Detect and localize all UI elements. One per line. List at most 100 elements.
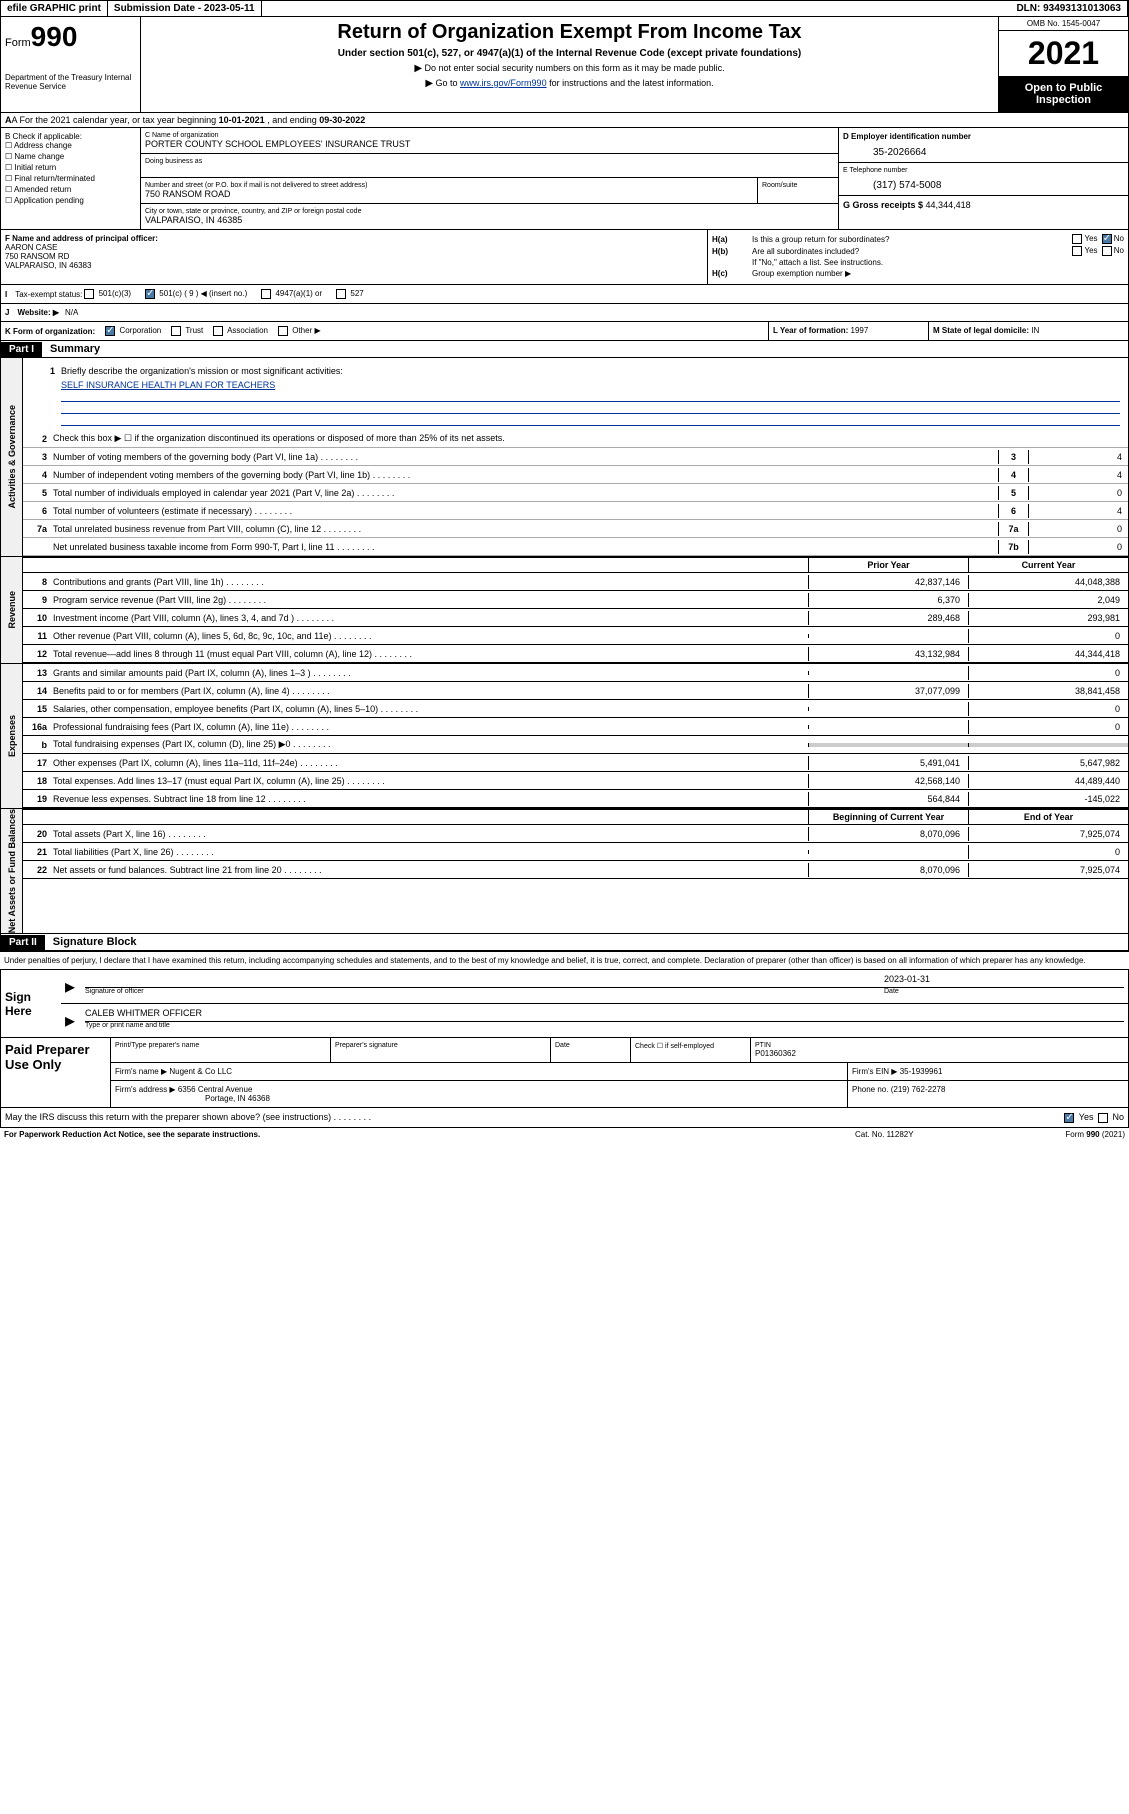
m-state-domicile: M State of legal domicile: IN [928, 322, 1128, 340]
data-line: 9Program service revenue (Part VIII, lin… [23, 591, 1128, 609]
k-corporation[interactable]: Corporation [103, 326, 161, 336]
street-address: Number and street (or P.O. box if mail i… [141, 178, 758, 204]
form-number: Form990 [5, 21, 136, 53]
irs-discuss-row: May the IRS discuss this return with the… [0, 1108, 1129, 1128]
chk-amended-return[interactable]: ☐ Amended return [5, 185, 136, 194]
h-b-answer: Yes No [1070, 246, 1124, 256]
data-line: 8Contributions and grants (Part VIII, li… [23, 573, 1128, 591]
self-employed-label: Check ☐ if self-employed [635, 1042, 746, 1050]
status-4947a1[interactable]: 4947(a)(1) or [259, 289, 322, 299]
firm-ein: 35-1939961 [900, 1067, 943, 1076]
form-id-column: Form990 Department of the Treasury Inter… [1, 17, 141, 112]
gov-line: Net unrelated business taxable income fr… [23, 538, 1128, 556]
k-association[interactable]: Association [211, 326, 268, 336]
k-left: K Form of organization: Corporation Trus… [1, 322, 768, 340]
city-row: City or town, state or province, country… [141, 204, 838, 229]
data-line: 12Total revenue—add lines 8 through 11 (… [23, 645, 1128, 663]
part-1-badge: Part I [1, 342, 42, 357]
firm-ein-label: Firm's EIN ▶ [852, 1067, 900, 1076]
col-b-header: B Check if applicable: [5, 132, 136, 141]
h-b-no-checkbox[interactable] [1102, 246, 1112, 256]
chk-address-change[interactable]: ☐ Address change [5, 141, 136, 150]
preparer-row-2: Firm's name ▶ Nugent & Co LLC Firm's EIN… [111, 1063, 1128, 1081]
vert-label-revenue: Revenue [1, 557, 23, 663]
officer-addr: 750 RANSOM RD [5, 252, 69, 261]
h-a-no-checkbox[interactable] [1102, 234, 1112, 244]
signature-date: 2023-01-31 [884, 974, 1124, 988]
paid-preparer-block: Paid Preparer Use Only Print/Type prepar… [0, 1038, 1129, 1108]
firm-name: Nugent & Co LLC [169, 1067, 232, 1076]
name-arrow-icon: ▸ [65, 1008, 85, 1033]
vert-label-expenses: Expenses [1, 664, 23, 808]
firm-addr: 6356 Central Avenue [178, 1085, 253, 1094]
chk-name-change[interactable]: ☐ Name change [5, 152, 136, 161]
org-name: PORTER COUNTY SCHOOL EMPLOYEES' INSURANC… [145, 139, 834, 149]
open-public-badge: Open to Public Inspection [999, 76, 1128, 112]
omb-number: OMB No. 1545-0047 [999, 17, 1128, 31]
efile-print-button[interactable]: efile GRAPHIC print [1, 1, 108, 16]
chk-initial-return[interactable]: ☐ Initial return [5, 163, 136, 172]
instruction-2: ▶ Go to www.irs.gov/Form990 for instruct… [145, 78, 994, 89]
part-2-badge: Part II [1, 935, 45, 950]
k-form-org-row: K Form of organization: Corporation Trus… [0, 322, 1129, 341]
k-trust[interactable]: Trust [169, 326, 203, 336]
org-name-label: C Name of organization [145, 132, 834, 139]
dba-row: Doing business as [141, 154, 838, 178]
data-line: 21Total liabilities (Part X, line 26)0 [23, 843, 1128, 861]
city-value: VALPARAISO, IN 46385 [145, 215, 834, 225]
mission-rule [61, 402, 1120, 414]
data-line: 13Grants and similar amounts paid (Part … [23, 664, 1128, 682]
tax-year: 2021 [999, 31, 1128, 76]
preparer-row-1: Print/Type preparer's name Preparer's si… [111, 1038, 1128, 1063]
irs-link[interactable]: www.irs.gov/Form990 [460, 78, 547, 88]
info-grid: B Check if applicable: ☐ Address change … [0, 128, 1129, 230]
column-b-checkboxes: B Check if applicable: ☐ Address change … [1, 128, 141, 229]
form-subtitle: Under section 501(c), 527, or 4947(a)(1)… [145, 48, 994, 59]
netassets-col-header: Beginning of Current Year End of Year [23, 809, 1128, 825]
firm-city: Portage, IN 46368 [115, 1094, 270, 1103]
data-line: 19Revenue less expenses. Subtract line 1… [23, 790, 1128, 808]
data-line: 16aProfessional fundraising fees (Part I… [23, 718, 1128, 736]
data-line: 20Total assets (Part X, line 16)8,070,09… [23, 825, 1128, 843]
status-527[interactable]: 527 [334, 289, 364, 299]
h-b-yes-checkbox[interactable] [1072, 246, 1082, 256]
website-label: Website: ▶ [17, 308, 59, 317]
data-line: 15Salaries, other compensation, employee… [23, 700, 1128, 718]
current-year-header: Current Year [968, 558, 1128, 572]
chk-final-return[interactable]: ☐ Final return/terminated [5, 174, 136, 183]
status-501c3[interactable]: 501(c)(3) [82, 289, 131, 299]
gov-line: 2Check this box ▶ ☐ if the organization … [23, 430, 1128, 448]
phone-box: E Telephone number (317) 574-5008 [839, 163, 1128, 196]
ein-box: D Employer identification number 35-2026… [839, 128, 1128, 163]
discuss-no-checkbox[interactable] [1098, 1113, 1108, 1123]
part-1-header: Part I Summary [0, 341, 1129, 358]
address-row: Number and street (or P.O. box if mail i… [141, 178, 838, 204]
h-a-text: Is this a group return for subordinates? [752, 235, 1070, 244]
sign-here-label: Sign Here [1, 970, 61, 1037]
room-suite: Room/suite [758, 178, 838, 204]
h-b-text: Are all subordinates included? [752, 247, 1070, 256]
firm-phone: (219) 762-2278 [891, 1085, 946, 1094]
k-other[interactable]: Other ▶ [276, 326, 321, 336]
tax-exempt-status-row: I Tax-exempt status: 501(c)(3) 501(c) ( … [0, 285, 1129, 304]
firm-addr-label: Firm's address ▶ [115, 1085, 178, 1094]
addr-value: 750 RANSOM ROAD [145, 189, 753, 199]
h-c-line: H(c) Group exemption number ▶ [712, 269, 1124, 278]
sig-of-officer-label: Signature of officer [85, 988, 884, 995]
status-501c-insert[interactable]: 501(c) ( 9 ) ◀ (insert no.) [143, 289, 247, 299]
department-label: Department of the Treasury Internal Reve… [5, 73, 136, 91]
gross-receipts-box: G Gross receipts $ 44,344,418 [839, 196, 1128, 214]
top-bar: efile GRAPHIC print Submission Date - 20… [0, 0, 1129, 17]
form-ref: Form 990 (2021) [1005, 1130, 1125, 1139]
chk-application-pending[interactable]: ☐ Application pending [5, 196, 136, 205]
revenue-col-header: Prior Year Current Year [23, 557, 1128, 573]
vert-label-netassets: Net Assets or Fund Balances [1, 809, 23, 933]
end-year-header: End of Year [968, 810, 1128, 824]
gross-value: 44,344,418 [926, 200, 971, 210]
discuss-yes-checkbox[interactable] [1064, 1113, 1074, 1123]
data-line: 14Benefits paid to or for members (Part … [23, 682, 1128, 700]
mission-text: SELF INSURANCE HEALTH PLAN FOR TEACHERS [61, 380, 275, 390]
preparer-row-3: Firm's address ▶ 6356 Central Avenue Por… [111, 1081, 1128, 1107]
h-a-yes-checkbox[interactable] [1072, 234, 1082, 244]
gross-label: G Gross receipts $ [843, 200, 926, 210]
